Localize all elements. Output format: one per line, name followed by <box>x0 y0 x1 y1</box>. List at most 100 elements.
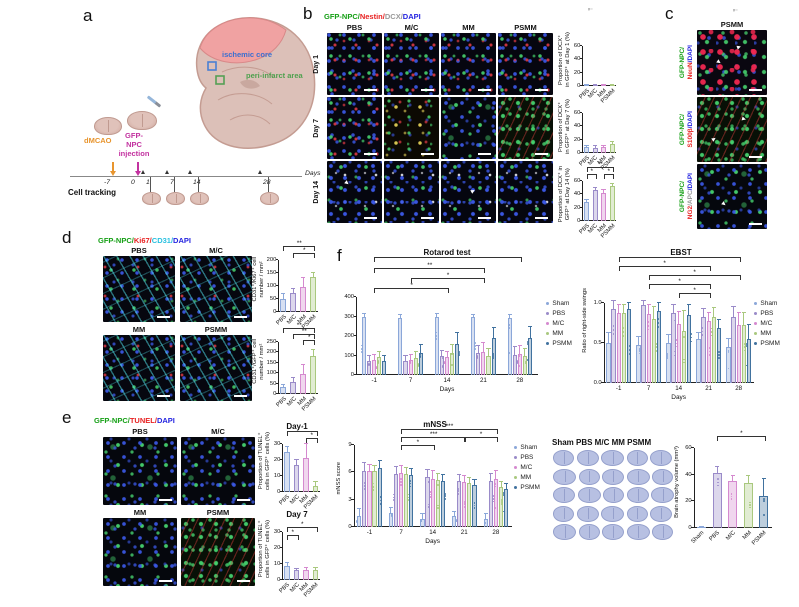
tick-7: 7 <box>170 179 174 186</box>
brain-slice <box>626 468 650 485</box>
micrograph-e-mc <box>181 437 255 505</box>
scale-bar <box>535 217 548 219</box>
tick-14: 14 <box>193 179 201 186</box>
c-row2-label: GFP-NPC/ S100β/DAPI <box>679 111 695 148</box>
cell-tracking-label: Cell tracking <box>68 188 117 197</box>
legend-dot-icon <box>546 311 550 316</box>
scale-bar <box>237 499 250 501</box>
c-row3-label: GFP-NPC/ NG2/APC/DAPI <box>679 173 695 220</box>
legend-label: MM <box>552 330 564 337</box>
tracking-brain-icon <box>142 192 161 205</box>
panel-c-label: c <box>665 4 674 23</box>
legend-label: PBS <box>520 454 534 461</box>
brain-slice <box>650 450 672 466</box>
col-header-psmm-c: PSMM <box>720 20 744 29</box>
ischemic-core-label: ischemic core <box>222 50 273 59</box>
tick-28: 28 <box>263 179 271 186</box>
legend-item-m-c: M/C <box>514 464 540 471</box>
micrograph-b-day14-pbs <box>327 161 382 223</box>
chart-ebst: EBST Ratio of right-side swings 0.0 0.5 1.0-… <box>582 248 756 401</box>
dmcao-label: dMCAO <box>84 136 112 145</box>
brain-slice <box>553 487 575 503</box>
dmcao-arrowhead-icon <box>110 171 116 176</box>
c-row1-label: GFP-NPC/ NeuN/DAPI <box>679 45 695 80</box>
legend-item-mm: MM <box>546 330 572 337</box>
legend-label: PBS <box>552 310 566 317</box>
micrograph-b-day7-mm <box>441 97 496 159</box>
label-dcx: DCX/ <box>384 12 403 21</box>
legend-ebst: Sham PBS M/C MM PSMM <box>754 300 780 350</box>
legend-item-sham: Sham <box>754 300 780 307</box>
brain-slice <box>576 450 599 466</box>
legend-label: MM <box>760 330 772 337</box>
brain-slice <box>577 487 601 503</box>
panel-a-label: a <box>83 6 93 25</box>
panel-b-title: GFP-NPC/Nestin/DCX/DAPI <box>324 12 421 21</box>
label-dapi: DAPI <box>402 12 421 21</box>
e-header-psmm: PSMM <box>206 508 230 517</box>
scale-bar <box>421 89 434 91</box>
legend-label: Sham <box>552 300 570 307</box>
scale-bar <box>421 217 434 219</box>
micrograph-b-day1-mm <box>441 33 496 95</box>
ischemic-core-box-icon <box>207 61 217 71</box>
legend-dot-icon <box>546 321 550 326</box>
row-label-day14: Day 14 <box>313 180 320 204</box>
e-header-mc: M/C <box>211 427 225 436</box>
tick-0: 0 <box>131 179 135 186</box>
micrograph-d-mc <box>180 256 252 322</box>
row-label-day1: Day 1 <box>313 54 320 74</box>
stray-mark: ᵛ⁻ <box>733 9 739 15</box>
track-tick-icon <box>141 170 145 174</box>
connector <box>198 177 199 192</box>
tracking-brain-icon <box>260 192 279 205</box>
micrograph-c-s100b <box>697 97 767 162</box>
brain-slice <box>553 450 574 466</box>
brain-slice <box>553 505 574 522</box>
chart-brain-atrophy: Brain atrophy volume (mm³) 0 20 40 60 Sham PBS… <box>674 430 772 547</box>
mouse-brain-icon <box>94 117 122 135</box>
tick-1: 1 <box>146 179 150 186</box>
panel-e-label: e <box>62 408 72 427</box>
label-gfp-npc: GFP-NPC/ <box>324 12 360 21</box>
legend-item-psmm: PSMM <box>514 484 540 491</box>
legend-label: PSMM <box>760 340 780 347</box>
scale-bar <box>157 395 170 397</box>
brain-slice <box>626 524 650 540</box>
d-header-pbs: PBS <box>131 246 147 255</box>
col-header-psmm: PSMM <box>514 23 537 32</box>
brain-slice <box>553 468 576 485</box>
legend-item-psmm: PSMM <box>754 340 780 347</box>
legend-label: PSMM <box>520 484 540 491</box>
legend-item-mm: MM <box>754 330 780 337</box>
legend-label: PBS <box>760 310 774 317</box>
micrograph-d-psmm <box>180 335 252 401</box>
arrow-icon <box>470 188 476 194</box>
micrograph-d-mm <box>103 335 175 401</box>
brain-slice <box>576 505 599 522</box>
arrow-icon <box>716 59 722 65</box>
chart-cd31-ki67: CD31⁺/Ki67⁺ cell number / mm² 0 50 100 150 200… <box>252 239 319 331</box>
col-header-pbs: PBS <box>346 23 363 32</box>
scale-bar <box>749 156 762 158</box>
chart-rotarod: Rotarod test 0 100 200 300 400 -1 7 14 21 28 Days * *… <box>340 248 538 393</box>
legend-label: MM <box>520 474 532 481</box>
arrow-icon <box>344 180 350 186</box>
legend-dot-icon <box>546 341 550 346</box>
micrograph-b-day7-pbs <box>327 97 382 159</box>
brain-slice <box>578 524 600 540</box>
legend-dot-icon <box>514 475 518 480</box>
timeline-axis <box>70 176 302 177</box>
connector <box>150 177 151 192</box>
scale-bar <box>159 580 172 582</box>
legend-label: M/C <box>520 464 533 471</box>
legend-dot-icon <box>514 485 518 490</box>
scale-bar <box>364 89 377 91</box>
timeline-days-label: Days <box>305 170 321 177</box>
micrograph-b-day1-pbs <box>327 33 382 95</box>
legend-item-pbs: PBS <box>546 310 572 317</box>
micrograph-b-day1-mc <box>384 33 439 95</box>
tick--7: -7 <box>104 179 111 186</box>
mouse-brain-injected-icon <box>127 111 157 130</box>
